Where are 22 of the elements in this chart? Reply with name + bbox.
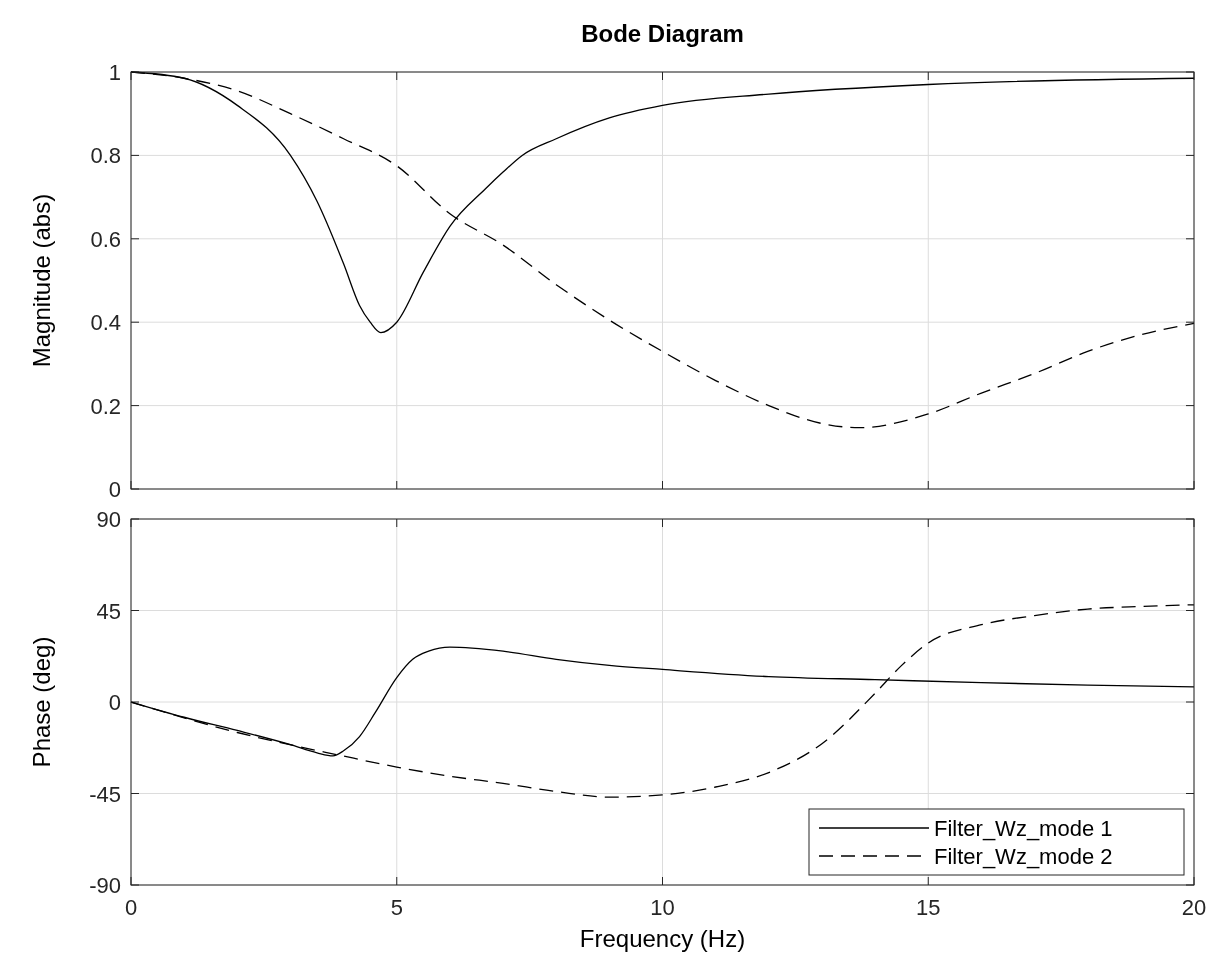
y-tick-label: 0.6 [90,226,121,252]
legend-label: Filter_Wz_mode 2 [934,844,1113,869]
y-tick-label: -45 [89,781,121,807]
y-axis-title: Magnitude (abs) [28,193,55,368]
y-tick-label: 0.8 [90,143,121,169]
chart-title: Bode Diagram [581,20,744,47]
y-tick-label: 0.4 [90,310,121,336]
y-tick-label: 90 [96,507,121,532]
x-tick-label: 5 [390,895,403,920]
y-axis-title: Phase (deg) [28,636,55,768]
y-tick-label: 0 [108,690,121,715]
x-axis-title: Frequency (Hz) [579,925,746,952]
x-tick-label: 0 [124,895,138,920]
y-tick-label: 0 [108,477,121,502]
y-tick-label: 0.2 [90,393,121,419]
x-tick-label: 15 [916,895,941,920]
y-tick-label: -90 [89,873,121,898]
y-tick-label: 45 [96,598,121,624]
x-tick-label: 10 [650,895,675,920]
y-tick-label: 1 [108,60,121,85]
x-tick-label: 20 [1181,895,1207,920]
legend-label: Filter_Wz_mode 1 [934,816,1113,841]
